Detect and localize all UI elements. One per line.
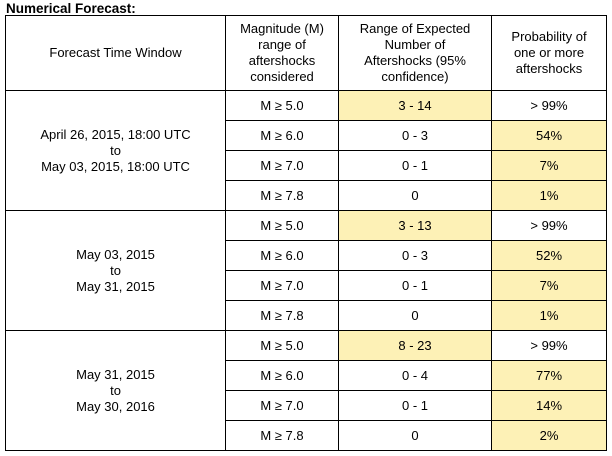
probability-cell: 54% [491,120,607,151]
header-range-line: confidence) [381,69,449,84]
table-row: M ≥ 7.8 0 1% [6,180,607,211]
time-window-line: to [110,382,121,398]
probability-cell: 7% [491,270,607,301]
time-window-cell: May 03, 2015 to May 31, 2015 [5,210,226,331]
range-cell: 0 [338,300,492,331]
page-title: Numerical Forecast: [6,1,136,16]
range-cell: 8 - 23 [338,330,492,361]
range-cell: 0 [338,180,492,211]
time-window-cell: May 31, 2015 to May 30, 2016 [5,330,226,451]
time-window-line: May 30, 2016 [76,398,155,414]
time-window-line: April 26, 2015, 18:00 UTC [40,126,191,142]
time-window-line: to [110,142,121,158]
table-row: M ≥ 6.0 0 - 4 77% [6,360,607,391]
time-window-cell: April 26, 2015, 18:00 UTC to May 03, 201… [5,90,226,211]
time-window-line: May 03, 2015 [76,246,155,262]
magnitude-cell: M ≥ 5.0 [225,90,339,121]
magnitude-cell: M ≥ 5.0 [225,330,339,361]
table-row: May 03, 2015 to May 31, 2015 M ≥ 5.0 3 -… [5,210,607,331]
range-cell: 3 - 14 [338,90,492,121]
range-cell: 0 - 3 [338,240,492,271]
header-time-window-label: Forecast Time Window [49,45,182,60]
header-magnitude: Magnitude (M) range of aftershocks consi… [225,15,339,91]
forecast-table: Forecast Time Window Magnitude (M) range… [5,15,607,451]
header-magnitude-line: aftershocks [248,53,316,68]
time-window-line: May 03, 2015, 18:00 UTC [41,158,190,174]
header-magnitude-line: Magnitude (M) [240,21,324,36]
header-magnitude-line: range of [258,37,306,52]
time-window-line: to [110,262,121,278]
probability-cell: > 99% [491,330,607,361]
table-row: M ≥ 7.8 0 1% [6,300,607,331]
table-row: M ≥ 6.0 0 - 3 54% [6,120,607,151]
header-range-line: Number of [384,37,446,52]
probability-cell: 1% [491,180,607,211]
time-window-line: May 31, 2015 [76,278,155,294]
header-range: Range of Expected Number of Aftershocks … [338,15,492,91]
header-probability-line: one or more [513,45,585,60]
magnitude-cell: M ≥ 7.8 [225,420,339,451]
magnitude-cell: M ≥ 7.0 [225,270,339,301]
probability-cell: 52% [491,240,607,271]
magnitude-cell: M ≥ 7.0 [225,390,339,421]
magnitude-cell: M ≥ 7.8 [225,180,339,211]
header-row: Forecast Time Window Magnitude (M) range… [5,15,607,91]
magnitude-cell: M ≥ 6.0 [225,360,339,391]
magnitude-cell: M ≥ 7.0 [225,150,339,181]
time-window-line: May 31, 2015 [76,366,155,382]
header-time-window: Forecast Time Window [5,15,226,91]
range-cell: 0 - 1 [338,270,492,301]
table-row: April 26, 2015, 18:00 UTC to May 03, 201… [5,90,607,211]
table-row: M ≥ 7.0 0 - 1 14% [6,390,607,421]
probability-cell: > 99% [491,90,607,121]
range-cell: 0 [338,420,492,451]
probability-cell: 14% [491,390,607,421]
probability-cell: 77% [491,360,607,391]
probability-cell: > 99% [491,210,607,241]
table-row: M ≥ 7.8 0 2% [6,420,607,451]
magnitude-cell: M ≥ 6.0 [225,240,339,271]
table-row: May 31, 2015 to May 30, 2016 M ≥ 5.0 8 -… [5,330,607,451]
range-cell: 3 - 13 [338,210,492,241]
header-range-line: Aftershocks (95% [364,53,466,68]
range-cell: 0 - 4 [338,360,492,391]
header-probability-line: aftershocks [515,61,583,76]
probability-cell: 7% [491,150,607,181]
table-row: M ≥ 7.0 0 - 1 7% [6,150,607,181]
range-cell: 0 - 3 [338,120,492,151]
header-probability: Probability of one or more aftershocks [491,15,607,91]
header-probability-line: Probability of [511,29,587,44]
magnitude-cell: M ≥ 7.8 [225,300,339,331]
magnitude-cell: M ≥ 6.0 [225,120,339,151]
header-magnitude-line: considered [250,69,314,84]
range-cell: 0 - 1 [338,390,492,421]
header-range-line: Range of Expected [359,21,471,36]
magnitude-cell: M ≥ 5.0 [225,210,339,241]
probability-cell: 1% [491,300,607,331]
range-cell: 0 - 1 [338,150,492,181]
table-row: M ≥ 6.0 0 - 3 52% [6,240,607,271]
probability-cell: 2% [491,420,607,451]
